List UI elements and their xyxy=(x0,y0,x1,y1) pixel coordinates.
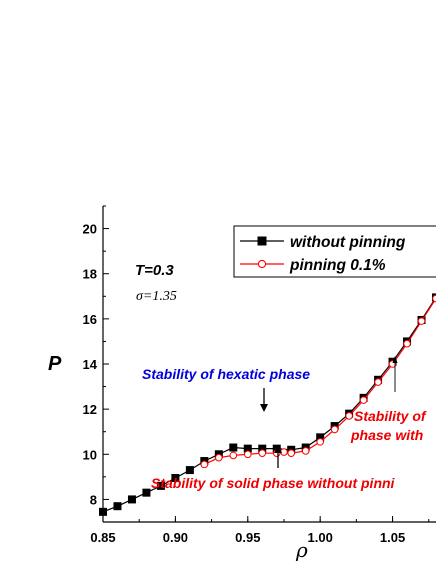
x-tick-label: 1.05 xyxy=(380,530,405,545)
data-point-circle xyxy=(345,412,353,420)
y-tick-label: 14 xyxy=(83,357,98,372)
data-point-circle xyxy=(359,396,368,404)
annotation-arrows xyxy=(260,356,398,468)
legend: without pinning pinning 0.1% xyxy=(233,225,436,278)
data-point-circle xyxy=(243,450,252,459)
data-point-circle xyxy=(316,438,324,446)
data-point-circle xyxy=(280,448,288,456)
data-point-square xyxy=(142,488,151,497)
data-point-square xyxy=(316,433,325,442)
annotation-solid-with-1: Stability of xyxy=(354,408,427,424)
y-tick-label: 18 xyxy=(83,267,97,282)
legend-box xyxy=(233,225,436,278)
x-tick-label: 0.95 xyxy=(235,530,260,545)
y-axis-label: P xyxy=(48,353,62,375)
x-tick-label: 1.00 xyxy=(308,530,333,545)
data-point-square xyxy=(127,495,136,504)
data-point-square xyxy=(113,502,122,511)
annotation-hexatic: Stability of hexatic phase xyxy=(142,366,310,382)
data-point-circle xyxy=(374,378,382,386)
data-point-circle xyxy=(229,451,238,460)
y-tick-label: 16 xyxy=(83,312,97,327)
data-point-circle xyxy=(301,447,310,455)
annotation-solid-with-2: phase with xyxy=(350,427,423,443)
sigma-label: σ=1.35 xyxy=(136,289,177,304)
data-point-circle xyxy=(287,449,296,457)
data-point-circle xyxy=(403,339,411,348)
legend-label-without-pinning: without pinning xyxy=(290,234,406,251)
data-point-circle xyxy=(330,425,339,434)
arrow-hexatic-down-head xyxy=(260,404,268,412)
data-point-square xyxy=(258,444,267,453)
data-point-square xyxy=(229,443,238,452)
data-point-circle xyxy=(417,317,426,325)
legend-marker-circle xyxy=(257,259,267,269)
series-layer xyxy=(99,293,436,516)
temperature-label: T=0.3 xyxy=(135,262,174,279)
data-point-circle xyxy=(432,294,436,303)
y-tick-label: 12 xyxy=(83,402,97,417)
x-axis-label: ρ xyxy=(295,538,308,562)
data-point-circle xyxy=(258,449,267,457)
x-tick-label: 0.90 xyxy=(163,530,188,545)
arrow-solid-up-head xyxy=(274,445,282,453)
data-point-circle xyxy=(200,460,209,469)
data-point-square xyxy=(99,507,107,516)
x-tick-label: 0.85 xyxy=(90,530,115,545)
annotation-solid-without: Stability of solid phase without pinni xyxy=(151,475,396,491)
y-tick-label: 8 xyxy=(90,492,97,507)
data-point-square xyxy=(156,481,165,490)
y-tick-label: 10 xyxy=(83,447,97,462)
y-tick-label: 20 xyxy=(83,222,97,237)
legend-marker-square xyxy=(257,236,267,246)
data-point-square xyxy=(243,444,252,453)
legend-entry-without-pinning: without pinning xyxy=(240,234,406,251)
arrow-pinned-solid-up-head xyxy=(392,356,398,363)
data-point-circle xyxy=(215,453,223,462)
legend-label-pinning: pinning 0.1% xyxy=(289,257,386,274)
data-point-square xyxy=(185,466,194,475)
legend-entry-pinning: pinning 0.1% xyxy=(240,257,386,274)
ticks-layer: 0.85 0.90 0.95 1.00 1.05 8 10 12 14 16 18 20 xyxy=(83,205,430,545)
data-point-square xyxy=(171,473,180,482)
